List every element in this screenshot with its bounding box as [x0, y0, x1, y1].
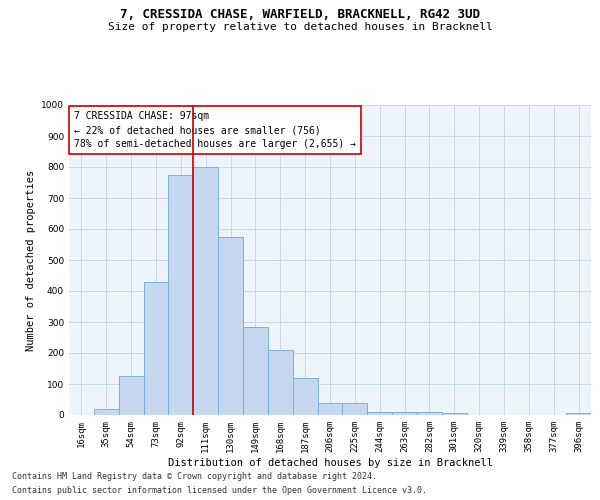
- Bar: [169, 175, 193, 415]
- Bar: [417, 412, 442, 415]
- Y-axis label: Number of detached properties: Number of detached properties: [26, 170, 35, 350]
- Bar: [268, 350, 293, 415]
- Bar: [94, 409, 119, 415]
- Bar: [293, 378, 317, 415]
- Text: Contains public sector information licensed under the Open Government Licence v3: Contains public sector information licen…: [12, 486, 427, 495]
- Text: Contains HM Land Registry data © Crown copyright and database right 2024.: Contains HM Land Registry data © Crown c…: [12, 472, 377, 481]
- Bar: [193, 167, 218, 415]
- Bar: [343, 402, 367, 415]
- Text: Size of property relative to detached houses in Bracknell: Size of property relative to detached ho…: [107, 22, 493, 32]
- Bar: [566, 414, 591, 415]
- Bar: [367, 412, 392, 415]
- Bar: [243, 326, 268, 415]
- Bar: [143, 282, 169, 415]
- Bar: [119, 376, 143, 415]
- X-axis label: Distribution of detached houses by size in Bracknell: Distribution of detached houses by size …: [167, 458, 493, 468]
- Bar: [392, 412, 417, 415]
- Text: 7, CRESSIDA CHASE, WARFIELD, BRACKNELL, RG42 3UD: 7, CRESSIDA CHASE, WARFIELD, BRACKNELL, …: [120, 8, 480, 20]
- Bar: [442, 414, 467, 415]
- Bar: [317, 402, 343, 415]
- Text: 7 CRESSIDA CHASE: 97sqm
← 22% of detached houses are smaller (756)
78% of semi-d: 7 CRESSIDA CHASE: 97sqm ← 22% of detache…: [74, 111, 356, 149]
- Bar: [218, 237, 243, 415]
